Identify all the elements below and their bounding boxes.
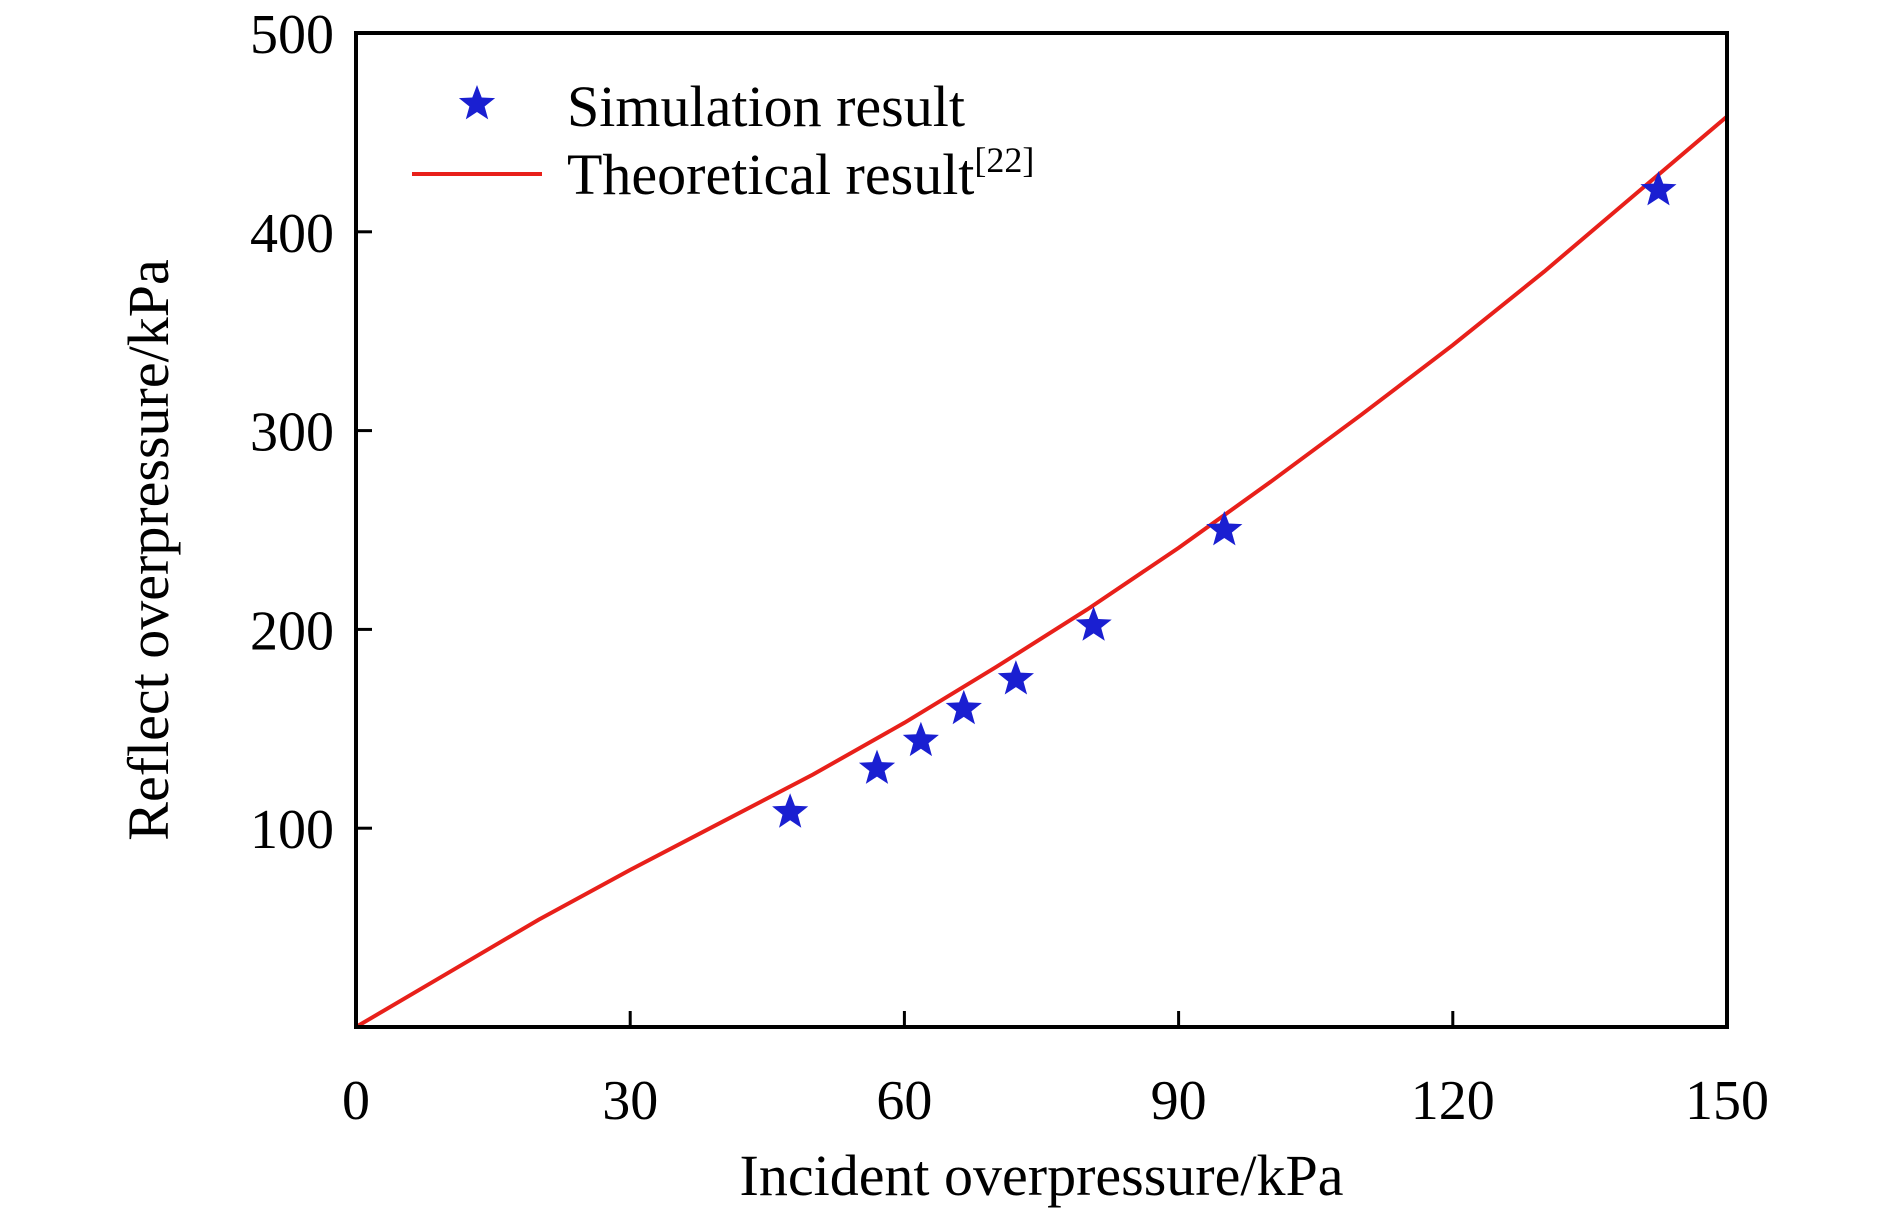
y-tick-label: 400 xyxy=(250,203,334,265)
legend-marker-simulation xyxy=(458,85,496,120)
x-tick-label: 30 xyxy=(602,1070,658,1132)
legend-label-theoretical: Theoretical result[22] xyxy=(567,140,1034,207)
simulation-point xyxy=(1640,171,1677,206)
x-tick-label: 150 xyxy=(1685,1070,1769,1132)
points-layer xyxy=(772,171,1677,828)
simulation-point xyxy=(858,749,896,784)
x-axis-title: Incident overpressure/kPa xyxy=(740,1143,1344,1208)
legend-label-theoretical-main: Theoretical result xyxy=(567,142,974,207)
simulation-point xyxy=(1206,511,1243,546)
legend-label-theoretical-ref: [22] xyxy=(974,140,1034,180)
y-tick-label: 200 xyxy=(250,600,334,662)
x-tick-label: 0 xyxy=(342,1070,370,1132)
legend-label-simulation: Simulation result xyxy=(567,74,965,139)
simulation-point xyxy=(997,660,1034,695)
simulation-point xyxy=(1075,606,1112,641)
x-tick-label: 60 xyxy=(876,1070,932,1132)
y-tick-label: 500 xyxy=(250,4,334,66)
x-tick-label: 120 xyxy=(1411,1070,1495,1132)
plot-frame xyxy=(354,31,1729,1029)
line-layer xyxy=(356,114,1727,1027)
ticks-layer: 0 30 60 90 120 150 100 200 300 400 500 xyxy=(250,4,1769,1132)
x-tick-label: 90 xyxy=(1151,1070,1207,1132)
y-tick-label: 300 xyxy=(250,402,334,464)
simulation-point xyxy=(945,689,982,725)
theoretical-line xyxy=(356,114,1727,1027)
simulation-point xyxy=(902,721,939,757)
simulation-point xyxy=(772,793,809,828)
y-axis-title: Reflect overpressure/kPa xyxy=(116,259,181,840)
y-tick-label: 100 xyxy=(250,799,334,861)
legend: Simulation result Theoretical result[22] xyxy=(412,74,1034,207)
